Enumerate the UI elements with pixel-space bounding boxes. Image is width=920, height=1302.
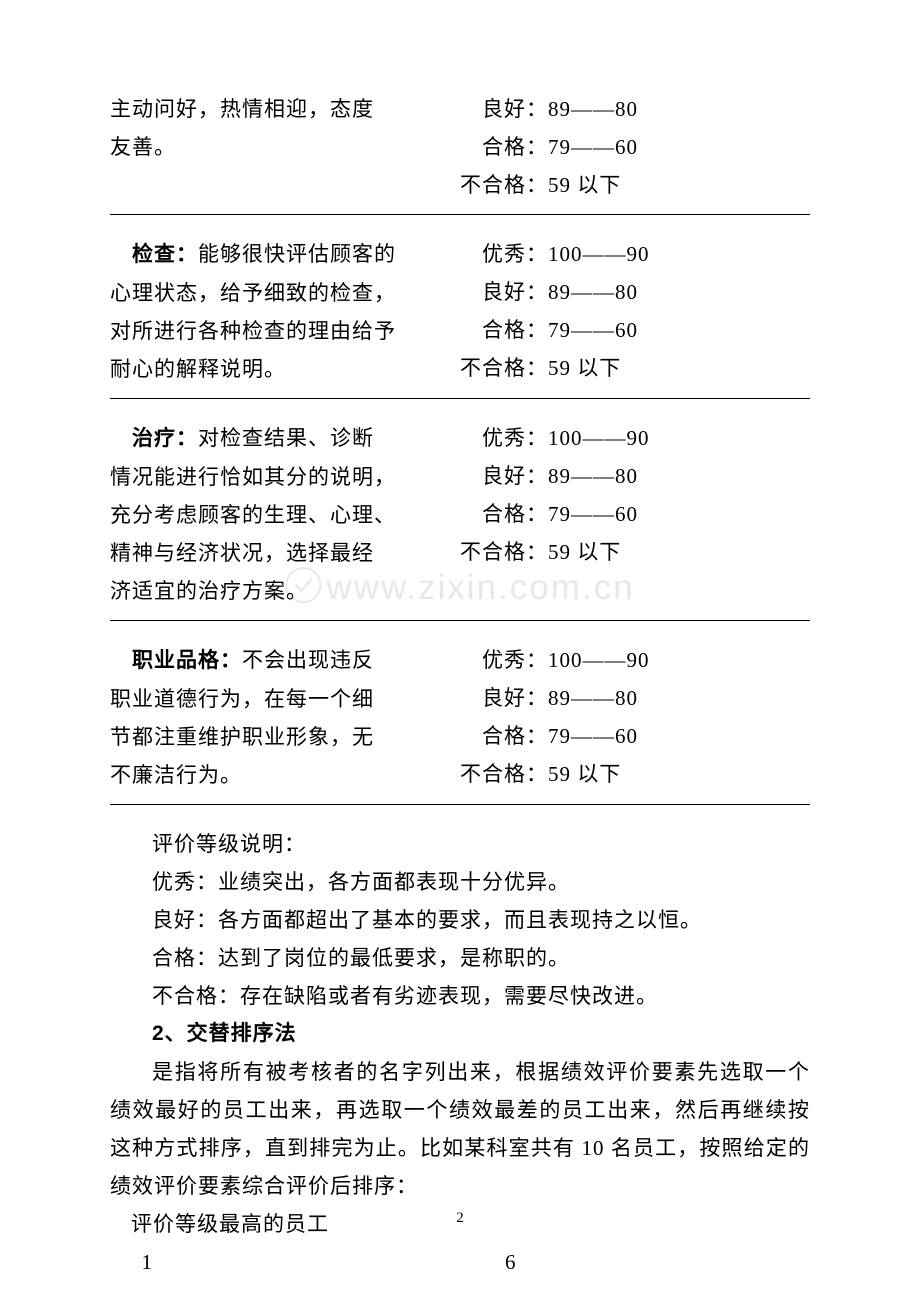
rating-line: 良好：89——80 [460, 457, 810, 495]
rating-line: 优秀：100——90 [460, 235, 810, 273]
desc-line: 职业品格：不会出现违反 [110, 641, 430, 680]
desc-line: 不廉洁行为。 [110, 756, 430, 794]
desc-line: 节都注重维护职业形象，无 [110, 718, 430, 756]
rating-section-greeting: 主动问好，热情相迎，态度 友善。 良好：89——80 合格：79——60 不合格… [110, 90, 810, 215]
rating-explanation: 评价等级说明： 优秀：业绩突出，各方面都表现十分优异。 良好：各方面都超出了基本… [110, 825, 810, 1015]
document-body: 主动问好，热情相迎，态度 友善。 良好：89——80 合格：79——60 不合格… [110, 90, 810, 1281]
section-label: 检查： [132, 243, 198, 266]
section2-title: 2、交替排序法 [110, 1015, 810, 1053]
rating-section-ethics: 职业品格：不会出现违反 职业道德行为，在每一个细 节都注重维护职业形象，无 不廉… [110, 641, 810, 805]
rating-line: 不合格：59 以下 [460, 533, 810, 571]
rating-line: 合格：79——60 [460, 128, 810, 166]
section-label: 治疗： [132, 427, 198, 450]
explanation-line: 良好：各方面都超出了基本的要求，而且表现持之以恒。 [110, 901, 810, 939]
desc-line: 治疗：对检查结果、诊断 [110, 419, 430, 458]
ranking-label: 评价等级最高的员工 [110, 1205, 810, 1243]
desc-line: 检查：能够很快评估顾客的 [110, 235, 430, 274]
rating-line: 合格：79——60 [460, 717, 810, 755]
rating-line: 良好：89——80 [460, 679, 810, 717]
section-label: 职业品格： [132, 649, 242, 672]
rating-line: 合格：79——60 [460, 311, 810, 349]
rating-line: 良好：89——80 [460, 273, 810, 311]
desc-line: 职业道德行为，在每一个细 [110, 680, 430, 718]
explanation-line: 不合格：存在缺陷或者有劣迹表现，需要尽快改进。 [110, 977, 810, 1015]
desc-line: 情况能进行恰如其分的说明， [110, 458, 430, 496]
desc-line: 耐心的解释说明。 [110, 350, 430, 388]
desc-text: 不会出现违反 [242, 648, 374, 672]
desc-text: 能够很快评估顾客的 [198, 242, 396, 266]
desc-line: 精神与经济状况，选择最经 [110, 534, 430, 572]
rating-line: 不合格：59 以下 [460, 755, 810, 793]
desc-text: 对检查结果、诊断 [198, 426, 374, 450]
desc-line: 充分考虑顾客的生理、心理、 [110, 496, 430, 534]
desc-line: 主动问好，热情相迎，态度 [110, 90, 430, 128]
desc-line: 对所进行各种检查的理由给予 [110, 312, 430, 350]
desc-line: 心理状态，给予细致的检查， [110, 274, 430, 312]
ranking-right: 6 [505, 1243, 810, 1281]
desc-line: 友善。 [110, 128, 430, 166]
rating-line: 不合格：59 以下 [460, 349, 810, 387]
desc-line: 济适宜的治疗方案。 [110, 572, 430, 610]
rating-line: 合格：79——60 [460, 495, 810, 533]
explanation-title: 评价等级说明： [110, 825, 810, 863]
section2-body: 是指将所有被考核者的名字列出来，根据绩效评价要素先选取一个绩效最好的员工出来，再… [110, 1053, 810, 1205]
explanation-line: 合格：达到了岗位的最低要求，是称职的。 [110, 939, 810, 977]
rating-line: 不合格：59 以下 [460, 166, 810, 204]
rating-line: 优秀：100——90 [460, 419, 810, 457]
explanation-line: 优秀：业绩突出，各方面都表现十分优异。 [110, 863, 810, 901]
rating-line: 良好：89——80 [460, 90, 810, 128]
rating-line: 优秀：100——90 [460, 641, 810, 679]
ranking-left: 1 [110, 1243, 505, 1281]
rating-section-treatment: 治疗：对检查结果、诊断 情况能进行恰如其分的说明， 充分考虑顾客的生理、心理、 … [110, 419, 810, 621]
ranking-row: 1 6 [110, 1243, 810, 1281]
rating-section-inspection: 检查：能够很快评估顾客的 心理状态，给予细致的检查， 对所进行各种检查的理由给予… [110, 235, 810, 399]
